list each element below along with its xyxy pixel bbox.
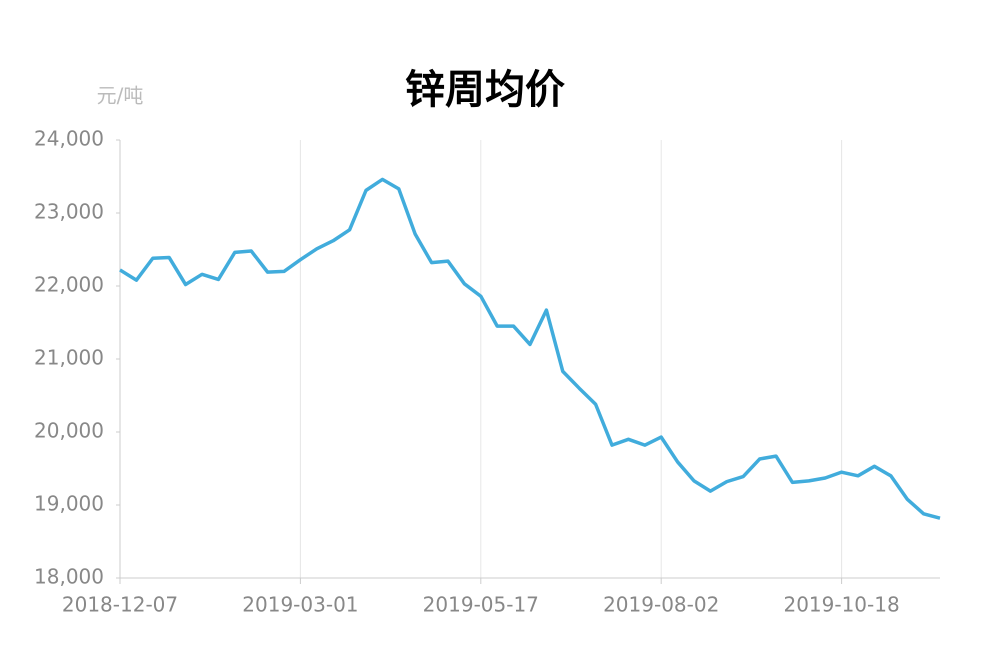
y-tick-label: 18,000 xyxy=(34,565,104,589)
y-tick-label: 21,000 xyxy=(34,346,104,370)
x-tick-label: 2018-12-07 xyxy=(62,593,178,617)
x-tick-label: 2019-05-17 xyxy=(423,593,539,617)
line xyxy=(119,177,941,520)
y-tick-label: 24,000 xyxy=(34,127,104,151)
y-tick-label: 23,000 xyxy=(34,200,104,224)
y-axis-label: 元/吨 xyxy=(97,84,144,108)
x-tick-label: 2019-08-02 xyxy=(603,593,719,617)
y-tick-label: 20,000 xyxy=(34,419,104,443)
x-tick-label: 2019-10-18 xyxy=(783,593,899,617)
y-tick-label: 22,000 xyxy=(34,273,104,297)
y-tick-label: 19,000 xyxy=(34,492,104,516)
chart-title: 锌周均价 xyxy=(405,67,565,113)
x-tick-label: 2019-03-01 xyxy=(242,593,358,617)
